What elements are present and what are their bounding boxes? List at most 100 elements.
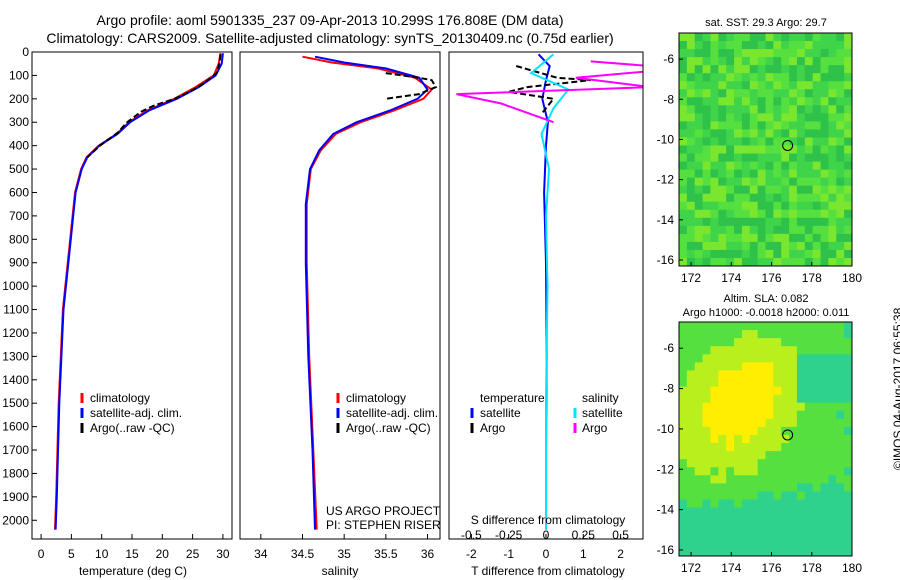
heatmap-cell <box>836 507 845 517</box>
heatmap-cell <box>828 402 837 412</box>
heatmap-cell <box>828 217 837 227</box>
heatmap-cell <box>679 105 688 114</box>
heatmap-cell <box>702 547 711 557</box>
heatmap-cell <box>789 209 798 219</box>
heatmap-cell <box>749 523 759 533</box>
heatmap-cell <box>741 161 751 171</box>
heatmap-cell <box>812 418 822 428</box>
heatmap-cell <box>820 49 829 58</box>
heatmap-cell <box>702 161 711 171</box>
legend-entry: climatology <box>90 391 150 405</box>
heatmap-cell <box>836 161 845 171</box>
heatmap-cell <box>781 402 790 412</box>
salinity-series-group <box>302 55 438 530</box>
heatmap-cell <box>718 81 727 90</box>
heatmap-cell <box>734 507 743 517</box>
heatmap-cell <box>734 418 743 428</box>
heatmap-cell <box>773 330 782 339</box>
heatmap-cell <box>718 225 727 235</box>
salinity-axis: 34 34.5 35 35.5 36 <box>254 534 434 561</box>
map-y-tick-label: -16 <box>657 543 675 557</box>
heatmap-cell <box>781 121 790 130</box>
heatmap-cell <box>757 322 766 331</box>
heatmap-cell <box>804 346 814 355</box>
heatmap-cell <box>796 153 806 163</box>
heatmap-cell <box>726 145 735 155</box>
heatmap-cell <box>781 362 790 371</box>
heatmap-cell <box>812 362 822 371</box>
heatmap-cell <box>741 73 751 82</box>
heatmap-cell <box>686 241 696 251</box>
heatmap-cell <box>828 386 837 396</box>
heatmap-cell <box>789 201 798 211</box>
heatmap-cell <box>804 402 814 412</box>
heatmap-cell <box>804 209 814 219</box>
heatmap-cell <box>781 491 790 501</box>
heatmap-cell <box>765 531 774 541</box>
heatmap-cell <box>757 233 766 243</box>
heatmap-cell <box>718 418 727 428</box>
heatmap-cell <box>773 225 782 235</box>
heatmap-cell <box>694 49 704 58</box>
heatmap-cell <box>789 161 798 171</box>
heatmap-cell <box>734 410 743 420</box>
heatmap-cell <box>836 89 845 98</box>
heatmap-cell <box>726 378 735 388</box>
heatmap-cell <box>710 338 719 347</box>
heatmap-cell <box>812 322 822 331</box>
heatmap-cell <box>710 193 719 203</box>
heatmap-cell <box>686 113 696 122</box>
heatmap-cell <box>726 426 735 436</box>
heatmap-cell <box>836 193 845 203</box>
heatmap-cell <box>820 402 829 412</box>
heatmap-cell <box>789 145 798 155</box>
heatmap-cell <box>773 531 782 541</box>
heatmap-cell <box>828 394 837 404</box>
heatmap-cell <box>789 515 798 525</box>
heatmap-cell <box>726 177 735 187</box>
heatmap-cell <box>679 523 688 533</box>
heatmap-cell <box>694 378 704 388</box>
heatmap-cell <box>789 531 798 541</box>
heatmap-cell <box>844 129 853 138</box>
heatmap-cell <box>710 475 719 484</box>
heatmap-cell <box>702 354 711 363</box>
heatmap-cell <box>796 65 806 74</box>
heatmap-cell <box>726 451 735 460</box>
heatmap-cell <box>812 217 822 227</box>
heatmap-cell <box>820 418 829 428</box>
heatmap-cell <box>726 443 735 452</box>
heatmap-cell <box>749 402 759 412</box>
heatmap-cell <box>781 467 790 476</box>
heatmap-cell <box>694 97 704 106</box>
heatmap-cell <box>789 81 798 90</box>
heatmap-cell <box>828 177 837 187</box>
heatmap-cell <box>757 467 766 476</box>
heatmap-cell <box>773 97 782 106</box>
heatmap-cell <box>734 475 743 484</box>
heatmap-cell <box>789 378 798 388</box>
heatmap-cell <box>844 338 853 347</box>
legend-entry: Argo(..raw -QC) <box>346 421 431 435</box>
heatmap-cell <box>718 483 727 492</box>
heatmap-cell <box>749 41 759 50</box>
heatmap-cell <box>773 249 782 259</box>
heatmap-cell <box>765 185 774 195</box>
heatmap-cell <box>741 491 751 501</box>
heatmap-cell <box>734 459 743 468</box>
heatmap-cell <box>804 354 814 363</box>
heatmap-cell <box>781 113 790 122</box>
heatmap-cell <box>702 322 711 331</box>
heatmap-cell <box>820 217 829 227</box>
heatmap-cell <box>844 451 853 460</box>
heatmap-cell <box>694 531 704 541</box>
heatmap-cell <box>757 185 766 195</box>
heatmap-cell <box>804 241 814 251</box>
heatmap-cell <box>789 121 798 130</box>
heatmap-cell <box>828 410 837 420</box>
heatmap-cell <box>749 394 759 404</box>
heatmap-cell <box>741 475 751 484</box>
heatmap-cell <box>828 193 837 203</box>
heatmap-cell <box>710 57 719 66</box>
heatmap-cell <box>749 57 759 66</box>
